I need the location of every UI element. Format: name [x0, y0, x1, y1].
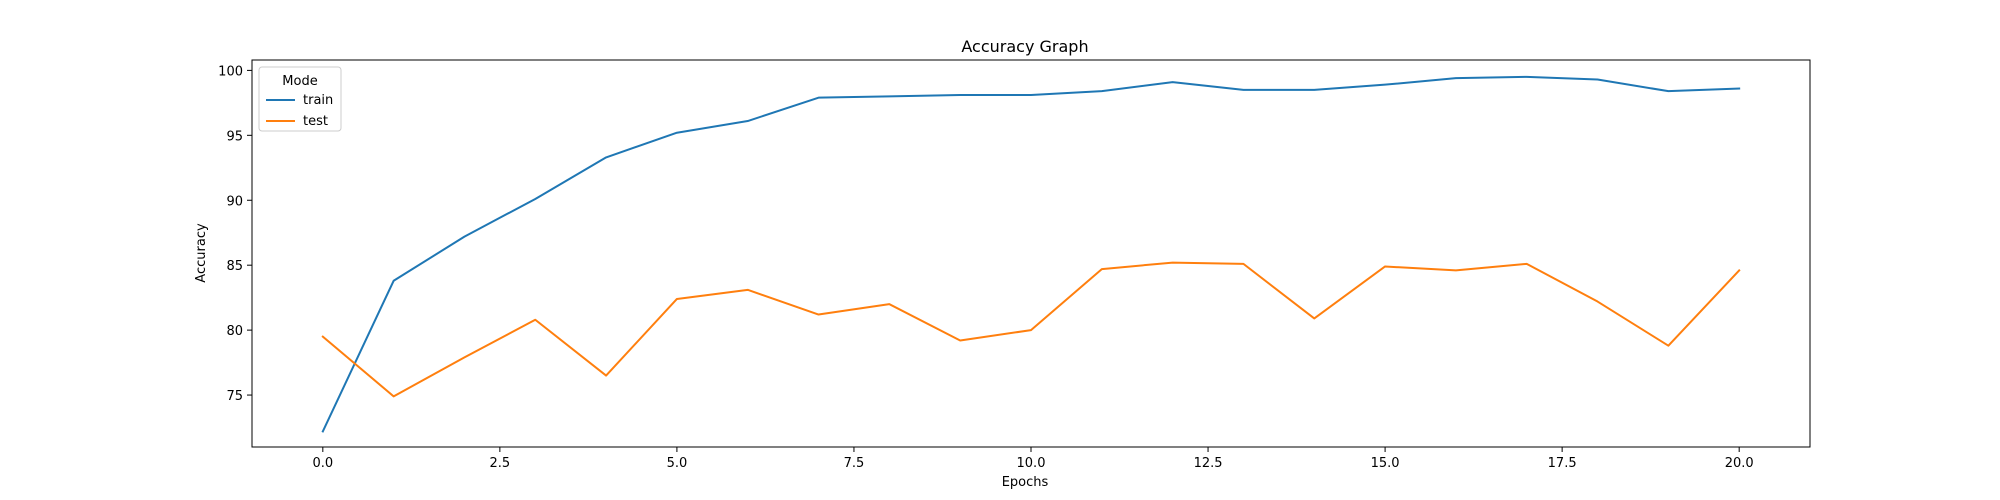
legend-title: Mode: [282, 74, 317, 89]
x-tick-label-8: 20.0: [1725, 456, 1754, 471]
x-axis-label: Epochs: [1002, 475, 1049, 490]
legend: Mode train test: [258, 66, 342, 132]
x-tick-label-4: 10.0: [1017, 456, 1046, 471]
x-tick-label-0: 0.0: [312, 456, 333, 471]
y-axis-label: Accuracy: [194, 223, 209, 283]
y-tick-label-5: 100: [218, 64, 243, 79]
x-tick-label-1: 2.5: [490, 456, 511, 471]
chart-title: Accuracy Graph: [961, 37, 1088, 56]
y-tick-label-2: 85: [226, 259, 243, 274]
plot-area: 0.0 2.5 5.0 7.5 10.0 12.5 15.0 17.5 20.0 75 80 85 90…: [218, 59, 1811, 471]
y-tick-label-3: 90: [226, 194, 243, 209]
legend-entry-test: test: [303, 114, 328, 129]
x-tick-label-3: 7.5: [844, 456, 865, 471]
y-tick-label-1: 80: [226, 324, 243, 339]
y-tick-label-4: 95: [226, 129, 243, 144]
legend-box: [258, 66, 342, 132]
x-tick-label-5: 12.5: [1194, 456, 1223, 471]
x-tick-label-2: 5.0: [667, 456, 688, 471]
x-tick-label-7: 17.5: [1548, 456, 1577, 471]
legend-entry-train: train: [303, 93, 333, 108]
x-tick-label-6: 15.0: [1371, 456, 1400, 471]
y-tick-label-0: 75: [226, 389, 243, 404]
